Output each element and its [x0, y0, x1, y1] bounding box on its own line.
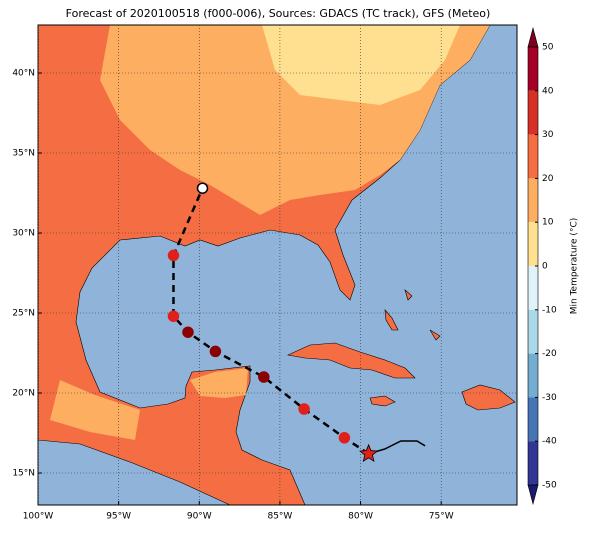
- forecast-position: [209, 345, 222, 358]
- x-tick-label: 80°W: [348, 512, 373, 522]
- y-tick-label: 30°N: [12, 229, 35, 239]
- y-tick-label: 40°N: [12, 69, 35, 79]
- forecast-position: [196, 182, 209, 194]
- colorbar-tick-label: 0: [542, 262, 548, 272]
- colorbar-band: [528, 353, 538, 398]
- colorbar-extend-bottom: [527, 484, 539, 506]
- colorbar-label: Min Temperature (°C): [570, 218, 580, 315]
- forecast-position: [167, 310, 180, 322]
- colorbar-band: [528, 397, 538, 442]
- y-tick-label: 15°N: [12, 469, 35, 479]
- colorbar-band: [528, 222, 538, 266]
- forecast-position: [182, 326, 194, 338]
- hispaniola: [461, 384, 516, 411]
- y-tick-label: 35°N: [12, 149, 35, 159]
- colorbar-tick-label: -50: [542, 481, 557, 491]
- colorbar-tick-label: -10: [542, 305, 557, 315]
- forecast-position: [298, 403, 310, 415]
- cuba: [286, 342, 416, 379]
- x-tick-label: 75°W: [429, 512, 454, 522]
- colorbar-band: [528, 309, 538, 354]
- colorbar-tick-label: -30: [542, 393, 557, 403]
- y-tick-label: 20°N: [12, 389, 35, 399]
- colorbar-tick-label: 30: [542, 130, 554, 140]
- observed-track: [368, 440, 426, 455]
- current-position: [359, 443, 379, 462]
- x-tick-label: 95°W: [106, 512, 131, 522]
- colorbar-tick-label: -40: [542, 437, 557, 447]
- colorbar-band: [528, 178, 538, 223]
- colorbar-tick-label: 40: [542, 86, 554, 96]
- map-title: Forecast of 2020100518 (f000-006), Sourc…: [66, 7, 491, 20]
- land-cool: [262, 25, 460, 105]
- jamaica: [369, 395, 396, 407]
- colorbar-tick-label: 20: [542, 174, 554, 184]
- colorbar-extend-top: [527, 26, 539, 48]
- colorbar-band: [528, 90, 538, 135]
- x-tick-label: 100°W: [23, 512, 54, 522]
- colorbar-band: [528, 134, 538, 179]
- forecast-position: [338, 432, 351, 444]
- basemap: [38, 25, 517, 505]
- colorbar-tick-label: -20: [542, 349, 557, 359]
- forecast-position: [167, 249, 180, 262]
- y-tick-label: 25°N: [12, 309, 35, 319]
- x-tick-label: 90°W: [187, 512, 212, 522]
- forecast-position: [258, 371, 270, 383]
- bahamas: [384, 289, 441, 341]
- colorbar-band: [528, 47, 538, 91]
- x-tick-label: 85°W: [267, 512, 292, 522]
- colorbar-tick-label: 50: [542, 43, 554, 53]
- colorbar-tick-label: 10: [542, 218, 554, 228]
- colorbar-band: [528, 441, 538, 485]
- colorbar-band: [528, 266, 538, 310]
- land-warm: [50, 25, 490, 440]
